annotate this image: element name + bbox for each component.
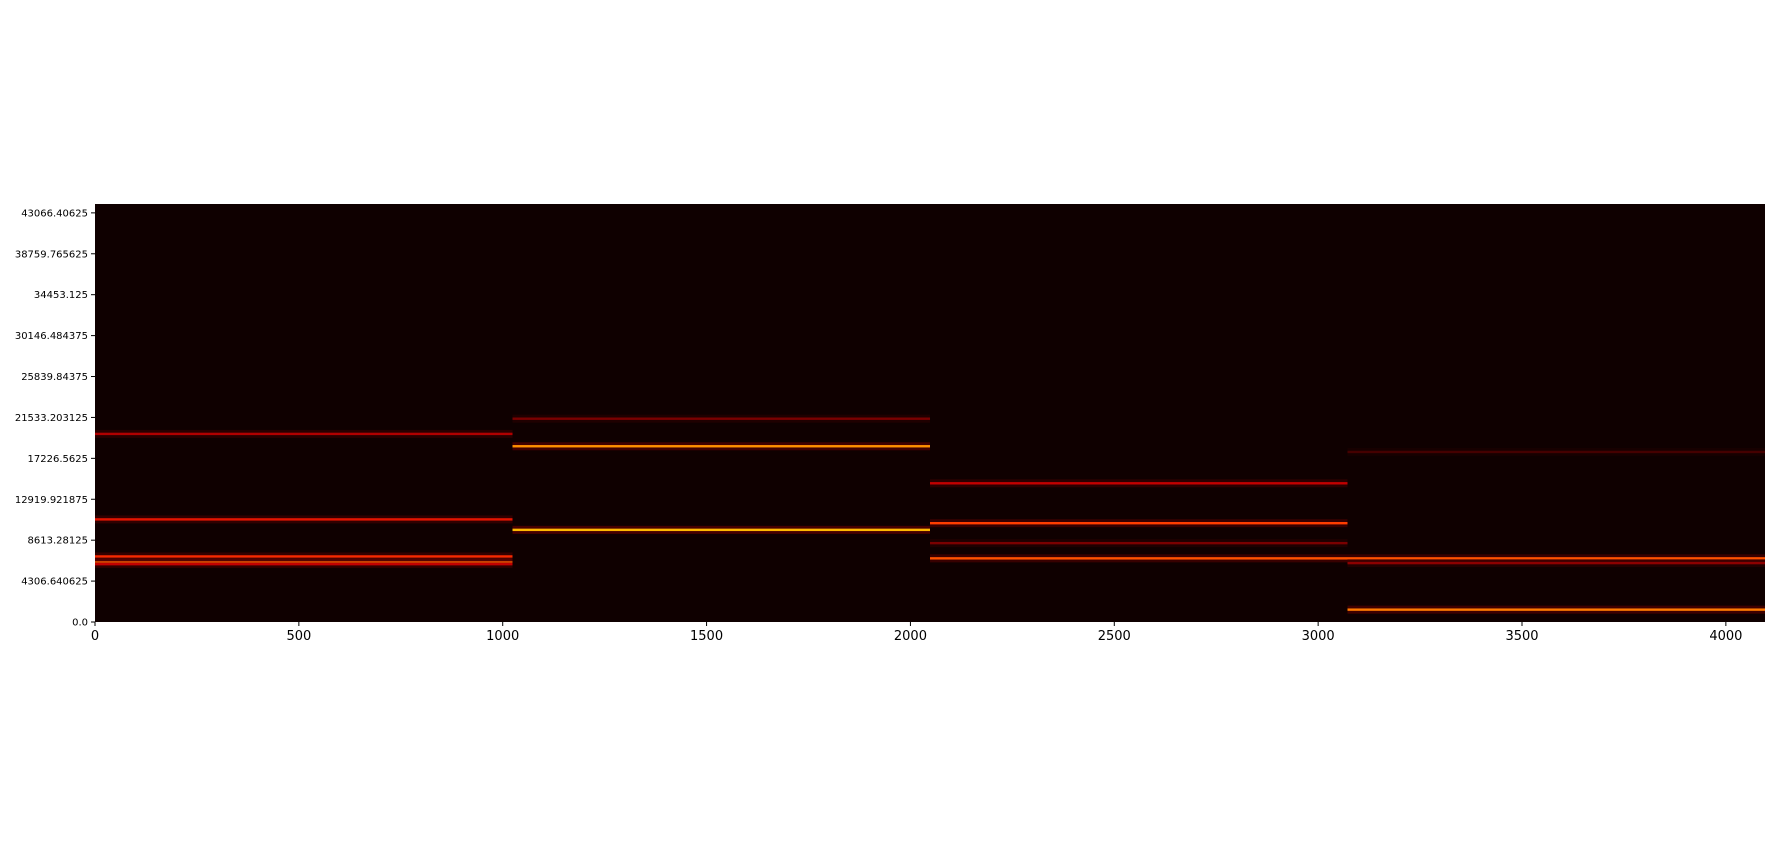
x-tick-label: 3500 <box>1505 629 1538 644</box>
spectral-line-3-0 <box>1347 450 1765 454</box>
spectral-line-3-2 <box>1347 561 1765 565</box>
spectral-line-0-2 <box>95 555 513 558</box>
spectral-line-0-4 <box>95 562 513 566</box>
segment-0 <box>95 429 513 569</box>
spectral-line-1-1 <box>512 445 930 448</box>
x-tick-label: 3000 <box>1302 629 1335 644</box>
spectral-line-1-2 <box>512 528 930 532</box>
segment-3 <box>1347 447 1765 614</box>
x-tick-label: 0 <box>91 629 99 644</box>
x-axis: 0 500 1000 1500 2000 2500 3000 3500 4000 <box>91 622 1742 644</box>
y-tick-label: 8613.28125 <box>28 536 88 547</box>
y-tick-label: 12919.921875 <box>15 495 88 506</box>
y-tick-label: 34453.125 <box>34 290 88 301</box>
x-tick-label: 500 <box>286 629 311 644</box>
spectral-line-2-3 <box>930 557 1348 560</box>
x-tick-label: 2000 <box>894 629 927 644</box>
spectral-line-2-2 <box>930 541 1348 545</box>
spectral-line-0-1 <box>95 518 513 521</box>
y-tick-label: 0.0 <box>72 618 88 629</box>
y-tick-label: 30146.484375 <box>15 331 88 342</box>
segment-2 <box>930 479 1348 563</box>
y-tick-label: 38759.765625 <box>15 249 88 260</box>
spectral-line-3-3 <box>1347 608 1765 611</box>
spectrogram-lines <box>95 414 1765 614</box>
spectral-line-2-0 <box>930 482 1348 485</box>
y-tick-label: 25839.84375 <box>21 372 88 383</box>
plot-area <box>95 204 1765 622</box>
x-tick-label: 4000 <box>1709 629 1742 644</box>
y-axis: 0.0 4306.640625 8613.28125 12919.921875 1722… <box>15 208 95 629</box>
spectral-line-2-1 <box>930 522 1348 525</box>
spectral-line-3-1 <box>1347 557 1765 560</box>
spectral-line-0-0 <box>95 432 513 436</box>
segment-1 <box>512 414 930 534</box>
x-tick-label: 1500 <box>690 629 723 644</box>
y-tick-label: 43066.40625 <box>21 208 88 219</box>
x-tick-label: 2500 <box>1098 629 1131 644</box>
plot-background <box>95 204 1765 622</box>
y-tick-label: 21533.203125 <box>15 413 88 424</box>
spectral-line-1-0 <box>512 417 930 420</box>
x-tick-label: 1000 <box>486 629 519 644</box>
spectral-line-0-3 <box>95 560 513 564</box>
y-tick-label: 17226.5625 <box>28 454 88 465</box>
y-tick-label: 4306.640625 <box>21 577 88 588</box>
